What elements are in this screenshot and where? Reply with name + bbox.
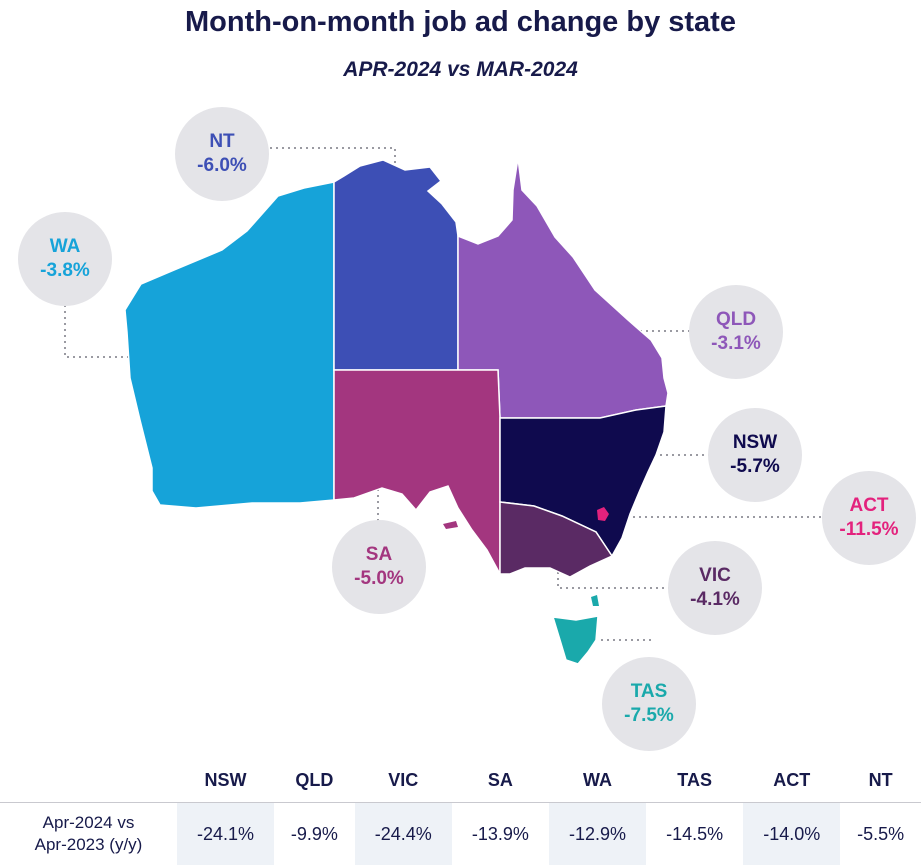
state-nt — [334, 160, 458, 370]
table-cell: -24.4% — [355, 803, 452, 865]
bubble-sa: SA -5.0% — [332, 520, 426, 614]
bubble-tas: TAS -7.5% — [602, 657, 696, 751]
bubble-wa: WA -3.8% — [18, 212, 112, 306]
kangaroo-island — [443, 521, 458, 529]
state-tas — [553, 616, 598, 664]
state-name: VIC — [699, 564, 731, 588]
state-name: SA — [366, 543, 392, 567]
bubble-nsw: NSW -5.7% — [708, 408, 802, 502]
table-cell: -5.5% — [840, 803, 921, 865]
state-value: -5.7% — [730, 455, 780, 479]
table-header: SA — [452, 758, 549, 803]
table-header: TAS — [646, 758, 743, 803]
table-header: ACT — [743, 758, 840, 803]
table-cell: -9.9% — [274, 803, 355, 865]
state-value: -11.5% — [839, 518, 898, 542]
row-label: Apr-2024 vs Apr-2023 (y/y) — [0, 803, 177, 865]
bubble-nt: NT -6.0% — [175, 107, 269, 201]
table-cell: -14.5% — [646, 803, 743, 865]
state-name: NSW — [733, 431, 777, 455]
bubble-vic: VIC -4.1% — [668, 541, 762, 635]
state-name: WA — [50, 235, 81, 259]
table-header-row: NSW QLD VIC SA WA TAS ACT NT — [0, 758, 921, 803]
yoy-table: NSW QLD VIC SA WA TAS ACT NT Apr-2024 vs… — [0, 758, 921, 865]
state-value: -3.8% — [40, 259, 90, 283]
table-cell: -12.9% — [549, 803, 646, 865]
table-row: Apr-2024 vs Apr-2023 (y/y) -24.1% -9.9% … — [0, 803, 921, 865]
state-wa — [125, 182, 334, 508]
australia-map — [0, 0, 921, 760]
table-corner — [0, 758, 177, 803]
table-cell: -13.9% — [452, 803, 549, 865]
table-cell: -14.0% — [743, 803, 840, 865]
table-cell: -24.1% — [177, 803, 274, 865]
flinders-island — [591, 595, 599, 606]
table-header: VIC — [355, 758, 452, 803]
state-name: QLD — [716, 308, 756, 332]
table-header: WA — [549, 758, 646, 803]
state-value: -6.0% — [197, 154, 247, 178]
state-value: -4.1% — [690, 588, 740, 612]
state-name: ACT — [849, 494, 888, 518]
table-header: QLD — [274, 758, 355, 803]
state-name: NT — [209, 130, 234, 154]
bubble-act: ACT -11.5% — [822, 471, 916, 565]
bubble-qld: QLD -3.1% — [689, 285, 783, 379]
row-label-line1: Apr-2024 vs — [1, 812, 176, 834]
state-value: -5.0% — [354, 567, 404, 591]
state-name: TAS — [631, 680, 668, 704]
state-value: -7.5% — [624, 704, 674, 728]
table-header: NSW — [177, 758, 274, 803]
table-header: NT — [840, 758, 921, 803]
state-value: -3.1% — [711, 332, 761, 356]
